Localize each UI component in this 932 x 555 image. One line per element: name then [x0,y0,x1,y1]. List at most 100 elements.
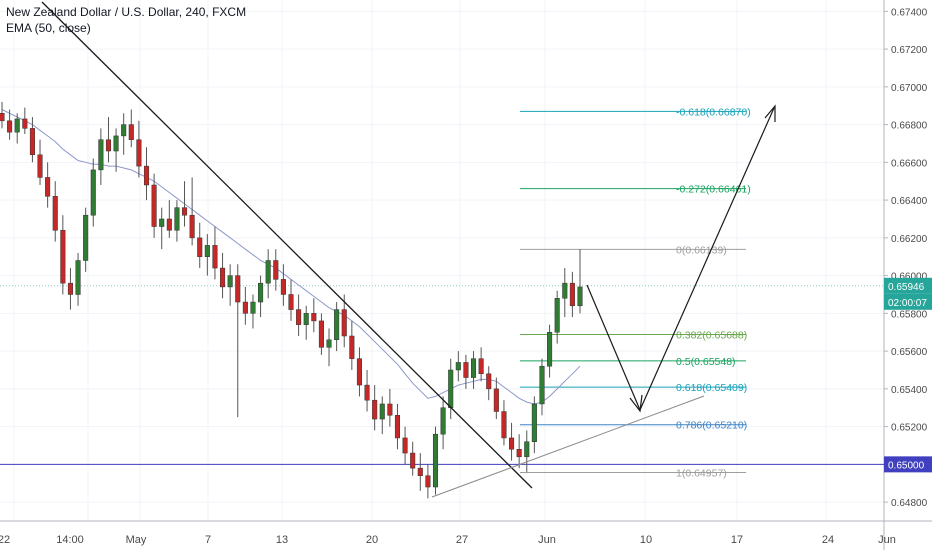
candle-body [105,139,112,152]
candle-body [227,275,233,288]
candle-body [265,260,271,284]
candle-body [569,282,575,307]
candle-body [394,415,401,439]
candle-body [547,331,553,367]
x-tick-label: 22 [0,534,10,546]
y-tick-label: 0.66800 [891,121,928,132]
candle-body [417,467,423,476]
candle-body [258,282,264,303]
candle-body [524,441,530,458]
candle-body [273,260,279,280]
y-tick-label: 0.65800 [891,309,928,320]
candle-body [341,309,347,337]
candle-body [14,118,20,133]
y-tick-label: 0.66400 [891,196,928,207]
candle-body [75,260,81,295]
candle-body [159,218,165,227]
candle-body [554,298,560,333]
candle-body [113,135,119,152]
level-tag: 0.65000 [888,460,925,471]
y-tick-label: 0.66600 [891,158,928,169]
candle-body [311,313,317,322]
y-tick-label: 0.67000 [891,83,928,94]
candle-body [151,184,157,227]
candle-body [52,196,58,231]
candle-body [67,282,73,295]
candle-body [98,139,104,171]
candle-body [387,403,393,416]
candle-body [37,154,43,178]
candle-body [349,335,355,359]
current-price-tag-bg [884,277,932,294]
candle-body [410,452,416,469]
candle-body [0,113,5,122]
candle-body [516,449,522,458]
candle-body [242,301,248,314]
x-tick-label: 27 [456,534,468,546]
candle-body [402,437,408,454]
fib-level-label: 0.618(0.65409) [676,382,747,394]
candle-body [562,282,568,299]
candle-body [448,369,454,408]
fib-level-label: 0.5(0.65548) [676,356,736,368]
candle-body [379,403,385,420]
x-tick-label: 24 [822,534,834,546]
y-tick-label: 0.66200 [891,234,928,245]
candle-body [509,437,515,450]
candle-body [121,124,127,137]
projection-arrowhead-down [629,394,643,413]
x-tick-label: 14:00 [56,534,84,546]
candle-body [204,245,210,257]
x-tick-label: 13 [276,534,288,546]
candle-body [326,339,332,348]
candle-body [235,275,241,303]
candle-body [455,362,461,371]
countdown-tag-bg [884,293,932,310]
candle-body [90,169,96,216]
candle-body [45,177,51,197]
candle-body [288,294,294,310]
y-tick-label: 0.67200 [891,45,928,56]
candle-body [493,388,499,412]
x-tick-label: 20 [366,534,378,546]
candle-body [174,207,180,231]
y-tick-label: 0.67400 [891,7,928,18]
level-tag-bg [884,456,932,473]
candle-body [166,218,172,231]
fib-level-label: 0(0.66139) [676,244,727,256]
candle-body [220,267,226,288]
y-tick-label: 0.64800 [891,498,928,509]
candle-body [250,301,256,314]
candle-body [463,362,469,378]
downtrend-line [41,1,533,489]
candle-body [189,214,195,239]
candle-body [334,309,340,341]
x-tick-label: 7 [205,534,211,546]
x-tick-label: Jun [538,534,556,546]
candle-body [280,279,286,295]
candle-body [29,128,35,156]
x-tick-label: 17 [731,534,743,546]
fib-level-label: 0.382(0.65688) [676,329,747,341]
candle-body [364,384,370,401]
candle-body [7,120,13,133]
candle-body [136,139,142,167]
y-tick-label: 0.65600 [891,347,928,358]
candle-body [478,358,484,375]
candle-body [432,433,439,488]
candle-body [356,358,362,386]
fib-level-label: -0.618(0.66870) [676,106,751,118]
candle-body [440,407,446,435]
chart-title: New Zealand Dollar / U.S. Dollar, 240, F… [6,5,247,19]
x-tick-label: Jun [878,534,896,546]
candle-body [197,237,203,257]
uptrend-line [431,395,705,498]
candle-body [143,165,150,186]
candle-body [372,399,378,420]
x-tick-label: 10 [640,534,652,546]
candle-body [296,309,302,325]
candle-body [212,245,218,269]
candle-body [318,320,324,348]
